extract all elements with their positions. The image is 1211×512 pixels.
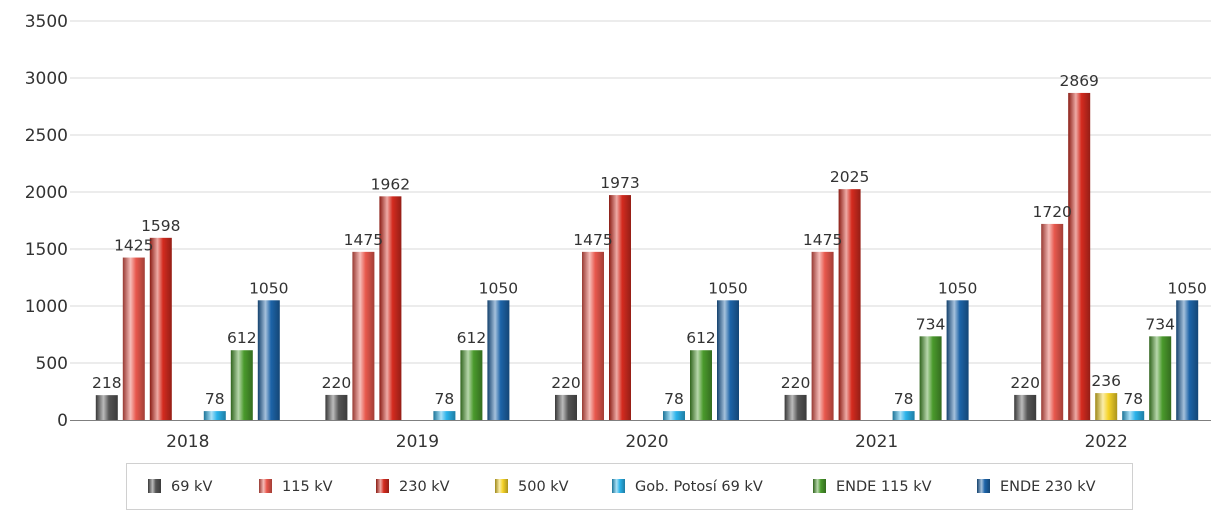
- legend-label: Gob. Potosí 69 kV: [635, 479, 763, 495]
- x-tick-label: 2022: [1085, 432, 1128, 452]
- data-label: 236: [1091, 372, 1121, 390]
- bar: [487, 300, 510, 420]
- data-label: 1050: [938, 279, 977, 297]
- bar: [690, 350, 712, 420]
- bar: [717, 300, 739, 420]
- data-label: 1475: [803, 231, 842, 249]
- x-axis: 2018 2019 2020 2021 2022: [70, 420, 1211, 452]
- x-tick-label: 2021: [855, 432, 898, 452]
- bar: [555, 394, 577, 420]
- data-label: 612: [227, 329, 257, 347]
- legend-label: ENDE 230 kV: [1000, 479, 1096, 495]
- legend-label: 230 kV: [399, 479, 450, 495]
- data-label: 1720: [1032, 203, 1071, 221]
- bar: [784, 394, 807, 420]
- data-label: 1973: [600, 174, 639, 192]
- legend-swatch: [495, 479, 508, 493]
- legend-label: 500 kV: [518, 479, 569, 495]
- data-label: 1050: [249, 279, 288, 297]
- x-tick-label: 2020: [625, 432, 668, 452]
- bar: [352, 251, 375, 420]
- y-tick-label: 500: [36, 354, 68, 374]
- bar: [203, 411, 226, 420]
- legend-label: 115 kV: [282, 479, 333, 495]
- bar: [1014, 394, 1037, 420]
- bar: [257, 300, 280, 420]
- data-labels: 218 1425 1598 78 612 1050 220 1475 1962 78 612 1050…: [92, 72, 1207, 408]
- data-label: 1962: [371, 175, 410, 193]
- bar: [149, 237, 172, 420]
- bar: [1095, 393, 1118, 420]
- data-label: 612: [457, 329, 487, 347]
- bar: [122, 257, 145, 420]
- bar: [919, 336, 942, 420]
- legend-label: ENDE 115 kV: [836, 479, 932, 495]
- data-label: 1598: [141, 217, 180, 235]
- y-tick-label: 1000: [25, 297, 68, 317]
- bar: [95, 395, 118, 420]
- legend-swatch: [813, 479, 826, 493]
- data-label: 78: [1123, 390, 1143, 408]
- data-label: 2025: [830, 168, 869, 186]
- bar: [1176, 300, 1199, 420]
- y-tick-label: 3500: [25, 12, 68, 32]
- data-label: 1475: [344, 231, 383, 249]
- x-tick-label: 2019: [396, 432, 439, 452]
- bar: [892, 411, 915, 420]
- legend-swatch: [148, 479, 161, 493]
- bar: [811, 251, 834, 420]
- legend-swatch: [376, 479, 389, 493]
- data-label: 78: [435, 390, 455, 408]
- y-tick-label: 2500: [25, 126, 68, 146]
- legend-box: [126, 463, 1133, 510]
- grid: [70, 20, 1211, 364]
- bar: [663, 411, 685, 420]
- bar: [1149, 336, 1172, 420]
- bar: [946, 300, 969, 420]
- bar: [1041, 223, 1064, 420]
- data-label: 1475: [573, 231, 612, 249]
- y-tick-label: 0: [57, 411, 68, 431]
- legend-swatch: [259, 479, 272, 493]
- data-label: 218: [92, 374, 122, 392]
- data-label: 78: [205, 390, 225, 408]
- bar: [1068, 92, 1091, 421]
- data-label: 1050: [479, 279, 518, 297]
- legend-swatch: [612, 479, 625, 493]
- data-label: 220: [551, 374, 581, 392]
- bar: [379, 196, 402, 420]
- bars: [95, 92, 1199, 421]
- x-tick-label: 2018: [166, 432, 209, 452]
- bar: [230, 350, 253, 420]
- y-axis: 0 500 1000 1500 2000 2500 3000 3500: [25, 12, 68, 431]
- legend-label: 69 kV: [171, 479, 212, 495]
- data-label: 78: [894, 390, 914, 408]
- bar: [582, 251, 604, 420]
- data-label: 612: [686, 329, 716, 347]
- bar: [460, 350, 483, 420]
- bar: [325, 394, 348, 420]
- data-label: 78: [664, 390, 684, 408]
- y-tick-label: 2000: [25, 183, 68, 203]
- data-label: 220: [1010, 374, 1040, 392]
- data-label: 734: [916, 315, 946, 333]
- bar: [433, 411, 456, 420]
- data-label: 2869: [1059, 72, 1098, 90]
- data-label: 1425: [114, 237, 153, 255]
- y-tick-label: 1500: [25, 240, 68, 260]
- bar: [1122, 411, 1145, 420]
- data-label: 220: [781, 374, 811, 392]
- data-label: 1050: [1167, 279, 1206, 297]
- data-label: 1050: [708, 279, 747, 297]
- legend: 69 kV 115 kV 230 kV 500 kV Gob. Potosí 69 kV…: [126, 463, 1133, 510]
- bar: [609, 195, 631, 420]
- data-label: 220: [322, 374, 352, 392]
- data-label: 734: [1145, 315, 1175, 333]
- legend-swatch: [977, 479, 990, 493]
- y-tick-label: 3000: [25, 69, 68, 89]
- bar: [838, 189, 861, 420]
